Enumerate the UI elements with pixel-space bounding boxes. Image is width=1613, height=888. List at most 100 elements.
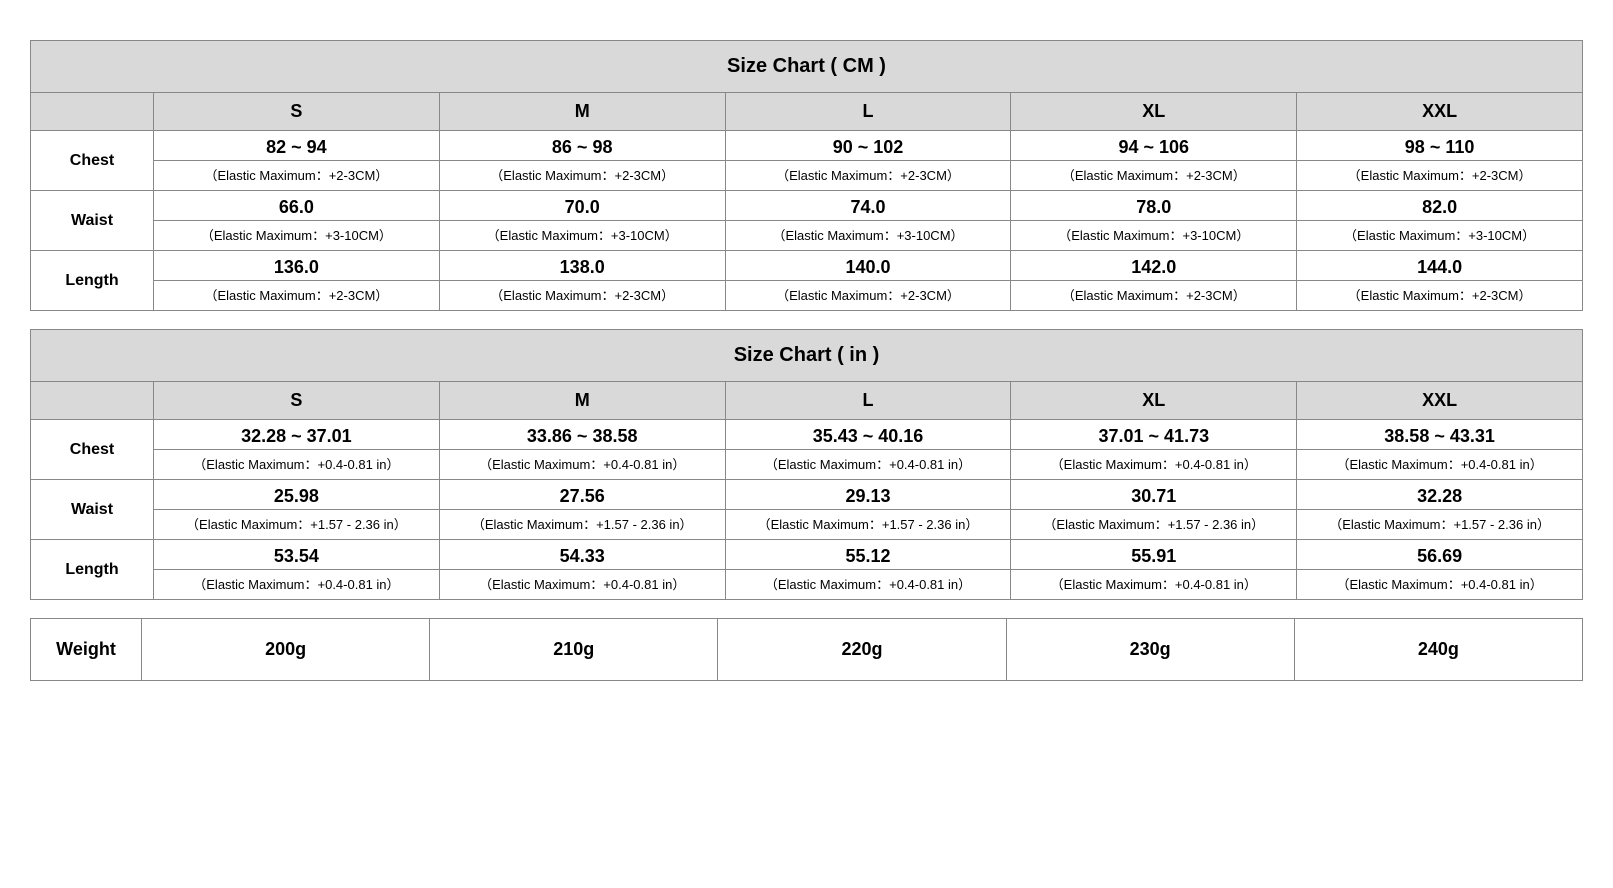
- table-row: Weight200g210g220g230g240g: [31, 619, 1583, 681]
- value-cell: 142.0（Elastic Maximum：+2-3CM）: [1011, 251, 1297, 311]
- value-sub: （Elastic Maximum：+2-3CM）: [154, 161, 439, 190]
- value-cell: 136.0（Elastic Maximum：+2-3CM）: [154, 251, 440, 311]
- value-cell: 94 ~ 106（Elastic Maximum：+2-3CM）: [1011, 131, 1297, 191]
- value-main: 98 ~ 110: [1297, 131, 1582, 161]
- value-cell: 32.28（Elastic Maximum：+1.57 - 2.36 in）: [1297, 480, 1583, 540]
- table-row: Length53.54（Elastic Maximum：+0.4-0.81 in…: [31, 540, 1583, 600]
- value-main: 35.43 ~ 40.16: [726, 420, 1011, 450]
- value-main: 27.56: [440, 480, 725, 510]
- weight-value: 210g: [430, 619, 718, 681]
- value-main: 82 ~ 94: [154, 131, 439, 161]
- value-sub: （Elastic Maximum：+0.4-0.81 in）: [726, 570, 1011, 599]
- value-cell: 78.0（Elastic Maximum：+3-10CM）: [1011, 191, 1297, 251]
- value-main: 144.0: [1297, 251, 1582, 281]
- value-sub: （Elastic Maximum：+3-10CM）: [1297, 221, 1582, 250]
- size-column-header: XL: [1011, 93, 1297, 131]
- value-cell: 140.0（Elastic Maximum：+2-3CM）: [725, 251, 1011, 311]
- value-cell: 30.71（Elastic Maximum：+1.57 - 2.36 in）: [1011, 480, 1297, 540]
- value-sub: （Elastic Maximum：+0.4-0.81 in）: [440, 450, 725, 479]
- size-column-header: XXL: [1297, 382, 1583, 420]
- table-row: Chest32.28 ~ 37.01（Elastic Maximum：+0.4-…: [31, 420, 1583, 480]
- size-column-header: M: [439, 93, 725, 131]
- value-cell: 37.01 ~ 41.73（Elastic Maximum：+0.4-0.81 …: [1011, 420, 1297, 480]
- value-sub: （Elastic Maximum：+2-3CM）: [440, 281, 725, 310]
- value-sub: （Elastic Maximum：+0.4-0.81 in）: [154, 570, 439, 599]
- value-cell: 138.0（Elastic Maximum：+2-3CM）: [439, 251, 725, 311]
- value-cell: 66.0（Elastic Maximum：+3-10CM）: [154, 191, 440, 251]
- value-main: 29.13: [726, 480, 1011, 510]
- value-sub: （Elastic Maximum：+1.57 - 2.36 in）: [1011, 510, 1296, 539]
- value-sub: （Elastic Maximum：+0.4-0.81 in）: [726, 450, 1011, 479]
- weight-table: Weight200g210g220g230g240g: [30, 618, 1583, 681]
- value-cell: 82 ~ 94（Elastic Maximum：+2-3CM）: [154, 131, 440, 191]
- size-column-header: M: [439, 382, 725, 420]
- value-cell: 86 ~ 98（Elastic Maximum：+2-3CM）: [439, 131, 725, 191]
- weight-value: 240g: [1294, 619, 1582, 681]
- value-cell: 56.69（Elastic Maximum：+0.4-0.81 in）: [1297, 540, 1583, 600]
- value-main: 25.98: [154, 480, 439, 510]
- value-cell: 98 ~ 110（Elastic Maximum：+2-3CM）: [1297, 131, 1583, 191]
- row-label: Chest: [31, 420, 154, 480]
- size-column-header: S: [154, 382, 440, 420]
- weight-value: 220g: [718, 619, 1006, 681]
- table-title: Size Chart ( CM ): [31, 41, 1583, 93]
- value-cell: 54.33（Elastic Maximum：+0.4-0.81 in）: [439, 540, 725, 600]
- value-main: 33.86 ~ 38.58: [440, 420, 725, 450]
- table-title: Size Chart ( in ): [31, 330, 1583, 382]
- value-sub: （Elastic Maximum：+3-10CM）: [726, 221, 1011, 250]
- row-label: Length: [31, 540, 154, 600]
- value-main: 38.58 ~ 43.31: [1297, 420, 1582, 450]
- value-sub: （Elastic Maximum：+0.4-0.81 in）: [1011, 450, 1296, 479]
- table-row: Length136.0（Elastic Maximum：+2-3CM）138.0…: [31, 251, 1583, 311]
- value-cell: 35.43 ~ 40.16（Elastic Maximum：+0.4-0.81 …: [725, 420, 1011, 480]
- value-main: 66.0: [154, 191, 439, 221]
- value-cell: 33.86 ~ 38.58（Elastic Maximum：+0.4-0.81 …: [439, 420, 725, 480]
- table-row: Waist66.0（Elastic Maximum：+3-10CM）70.0（E…: [31, 191, 1583, 251]
- value-sub: （Elastic Maximum：+0.4-0.81 in）: [1297, 570, 1582, 599]
- row-label: Waist: [31, 191, 154, 251]
- value-cell: 74.0（Elastic Maximum：+3-10CM）: [725, 191, 1011, 251]
- size-chart-table: Size Chart ( in )SMLXLXXLChest32.28 ~ 37…: [30, 329, 1583, 600]
- value-main: 55.12: [726, 540, 1011, 570]
- value-cell: 27.56（Elastic Maximum：+1.57 - 2.36 in）: [439, 480, 725, 540]
- value-sub: （Elastic Maximum：+0.4-0.81 in）: [1297, 450, 1582, 479]
- value-main: 70.0: [440, 191, 725, 221]
- row-label: Length: [31, 251, 154, 311]
- value-main: 90 ~ 102: [726, 131, 1011, 161]
- row-label: Chest: [31, 131, 154, 191]
- empty-header: [31, 93, 154, 131]
- row-label: Weight: [31, 619, 142, 681]
- value-sub: （Elastic Maximum：+1.57 - 2.36 in）: [1297, 510, 1582, 539]
- value-sub: （Elastic Maximum：+2-3CM）: [1297, 161, 1582, 190]
- size-chart-table: Size Chart ( CM )SMLXLXXLChest82 ~ 94（El…: [30, 40, 1583, 311]
- value-sub: （Elastic Maximum：+2-3CM）: [1011, 161, 1296, 190]
- value-main: 54.33: [440, 540, 725, 570]
- value-cell: 25.98（Elastic Maximum：+1.57 - 2.36 in）: [154, 480, 440, 540]
- value-sub: （Elastic Maximum：+1.57 - 2.36 in）: [440, 510, 725, 539]
- value-main: 53.54: [154, 540, 439, 570]
- value-cell: 144.0（Elastic Maximum：+2-3CM）: [1297, 251, 1583, 311]
- size-column-header: XXL: [1297, 93, 1583, 131]
- value-main: 94 ~ 106: [1011, 131, 1296, 161]
- value-sub: （Elastic Maximum：+3-10CM）: [1011, 221, 1296, 250]
- value-cell: 90 ~ 102（Elastic Maximum：+2-3CM）: [725, 131, 1011, 191]
- size-column-header: L: [725, 93, 1011, 131]
- row-label: Waist: [31, 480, 154, 540]
- value-main: 140.0: [726, 251, 1011, 281]
- value-main: 142.0: [1011, 251, 1296, 281]
- value-sub: （Elastic Maximum：+0.4-0.81 in）: [1011, 570, 1296, 599]
- value-main: 86 ~ 98: [440, 131, 725, 161]
- value-main: 78.0: [1011, 191, 1296, 221]
- value-main: 32.28: [1297, 480, 1582, 510]
- size-column-header: S: [154, 93, 440, 131]
- weight-value: 230g: [1006, 619, 1294, 681]
- value-sub: （Elastic Maximum：+0.4-0.81 in）: [154, 450, 439, 479]
- value-sub: （Elastic Maximum：+2-3CM）: [726, 161, 1011, 190]
- table-row: Waist25.98（Elastic Maximum：+1.57 - 2.36 …: [31, 480, 1583, 540]
- value-sub: （Elastic Maximum：+3-10CM）: [440, 221, 725, 250]
- value-sub: （Elastic Maximum：+2-3CM）: [440, 161, 725, 190]
- weight-value: 200g: [142, 619, 430, 681]
- value-cell: 82.0（Elastic Maximum：+3-10CM）: [1297, 191, 1583, 251]
- value-main: 74.0: [726, 191, 1011, 221]
- value-sub: （Elastic Maximum：+1.57 - 2.36 in）: [154, 510, 439, 539]
